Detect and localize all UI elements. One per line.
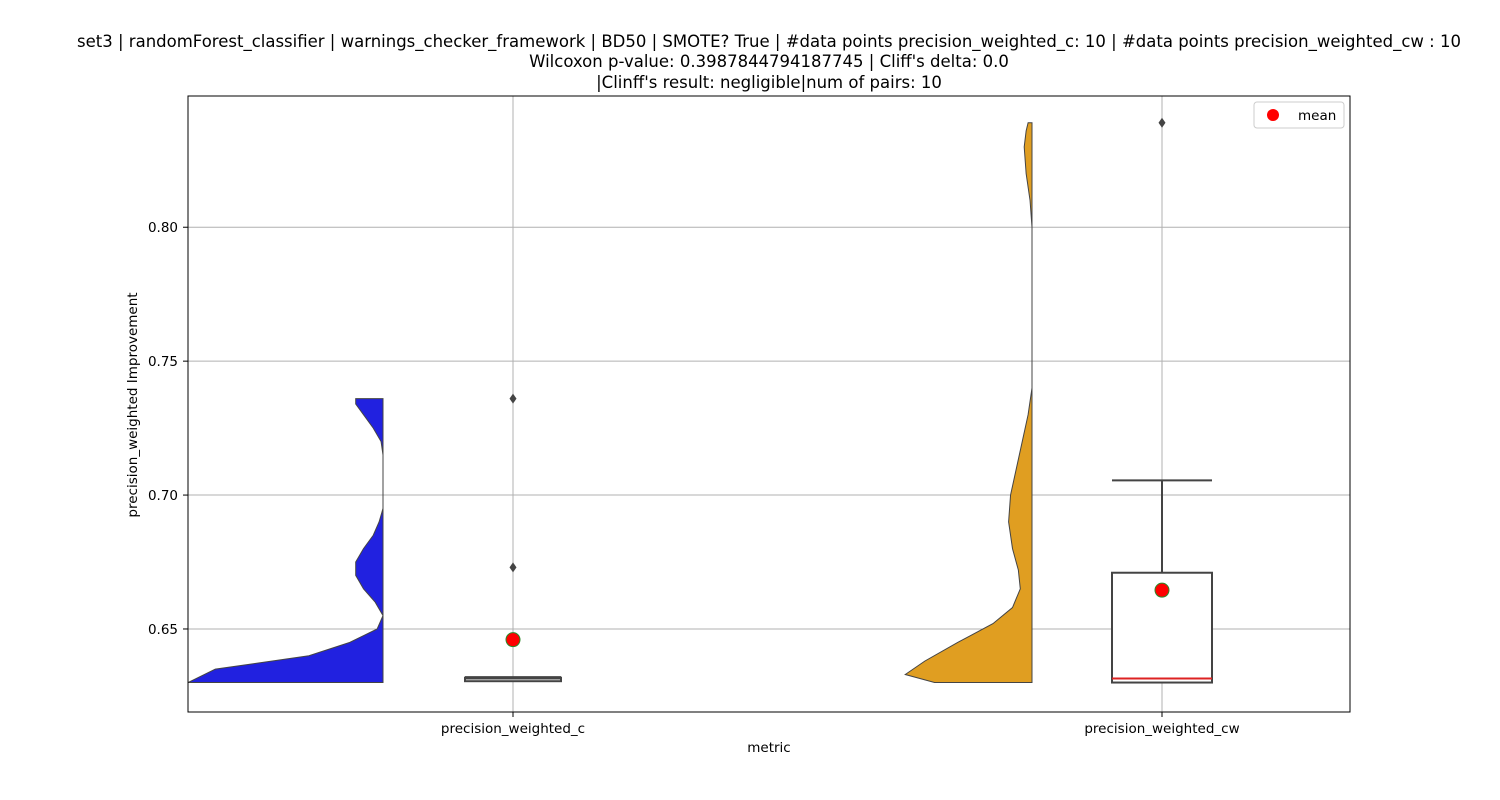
x-axis-label: metric [747, 740, 790, 756]
legend-mean-marker [1267, 109, 1279, 121]
y-tick-label: 0.75 [148, 354, 178, 370]
outlier-precision_weighted_c [510, 394, 517, 404]
title-line-1: set3 | randomForest_classifier | warning… [77, 32, 1461, 52]
y-tick-label: 0.70 [148, 488, 178, 504]
chart-title: set3 | randomForest_classifier | warning… [77, 32, 1461, 92]
outlier-precision_weighted_c [510, 562, 517, 572]
legend: mean [1254, 102, 1344, 128]
title-line-2: Wilcoxon p-value: 0.3987844794187745 | C… [529, 52, 1009, 71]
y-tick-label: 0.80 [148, 220, 178, 236]
y-axis-label: precision_weighted Improvement [125, 292, 141, 517]
violin-precision_weighted_c [188, 399, 383, 683]
x-tick-label: precision_weighted_c [441, 721, 585, 737]
y-tick-label: 0.65 [148, 622, 178, 638]
plot-area [188, 118, 1212, 683]
mean-marker-precision_weighted_c [506, 633, 520, 647]
title-line-3: |Clinff's result: negligible|num of pair… [596, 73, 942, 92]
x-tick-label: precision_weighted_cw [1084, 721, 1239, 737]
mean-marker-precision_weighted_cw [1155, 583, 1169, 597]
violin-precision_weighted_cw [905, 123, 1032, 683]
legend-mean-label: mean [1298, 108, 1336, 124]
outlier-precision_weighted_cw [1159, 118, 1166, 128]
